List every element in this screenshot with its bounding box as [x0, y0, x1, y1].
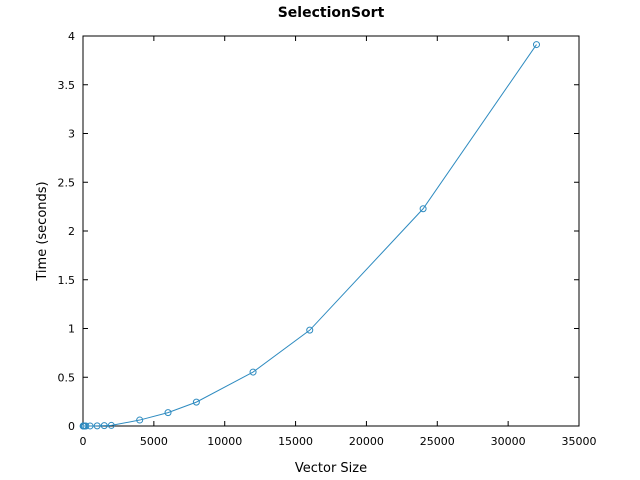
x-tick-label: 30000	[491, 435, 526, 448]
x-tick-label: 20000	[349, 435, 384, 448]
y-tick-label: 2	[68, 225, 75, 238]
y-tick-label: 2.5	[58, 176, 76, 189]
plot-area-frame	[82, 35, 580, 427]
chart-title: SelectionSort	[278, 5, 385, 21]
x-axis-label: Vector Size	[295, 461, 367, 476]
y-tick-label: 3	[68, 128, 75, 141]
x-tick-label: 5000	[140, 435, 168, 448]
x-tick-label: 15000	[278, 435, 313, 448]
x-tick-label: 0	[80, 435, 87, 448]
data-point-marker	[82, 422, 90, 430]
tick-labels: 0 5000 10000 15000 20000 25000 30000 35000 0 0.5 1…	[58, 30, 597, 448]
y-axis-label: Time (seconds)	[35, 181, 50, 281]
series-line	[83, 44, 537, 427]
data-point-marker	[249, 368, 257, 376]
y-tick-label: 4	[68, 30, 75, 43]
y-tick-label: 1	[68, 323, 75, 336]
data-point-marker	[107, 421, 115, 429]
data-point-marker	[136, 416, 144, 424]
x-tick-label: 25000	[420, 435, 455, 448]
y-tick-label: 1.5	[58, 274, 76, 287]
data-point-marker	[93, 422, 101, 430]
data-point-marker	[86, 422, 94, 430]
y-tick-label: 3.5	[58, 79, 76, 92]
data-point-marker	[306, 326, 314, 334]
data-point-marker	[164, 409, 172, 417]
data-point-marker	[192, 398, 200, 406]
x-tick-label: 10000	[207, 435, 242, 448]
x-tick-label: 35000	[562, 435, 597, 448]
y-tick-label: 0	[68, 420, 75, 433]
y-tick-label: 0.5	[58, 371, 76, 384]
series-layer	[79, 41, 540, 430]
data-point-marker	[419, 205, 427, 213]
axis-ticks	[82, 35, 580, 427]
data-point-marker	[532, 41, 540, 49]
data-point-marker	[100, 422, 108, 430]
